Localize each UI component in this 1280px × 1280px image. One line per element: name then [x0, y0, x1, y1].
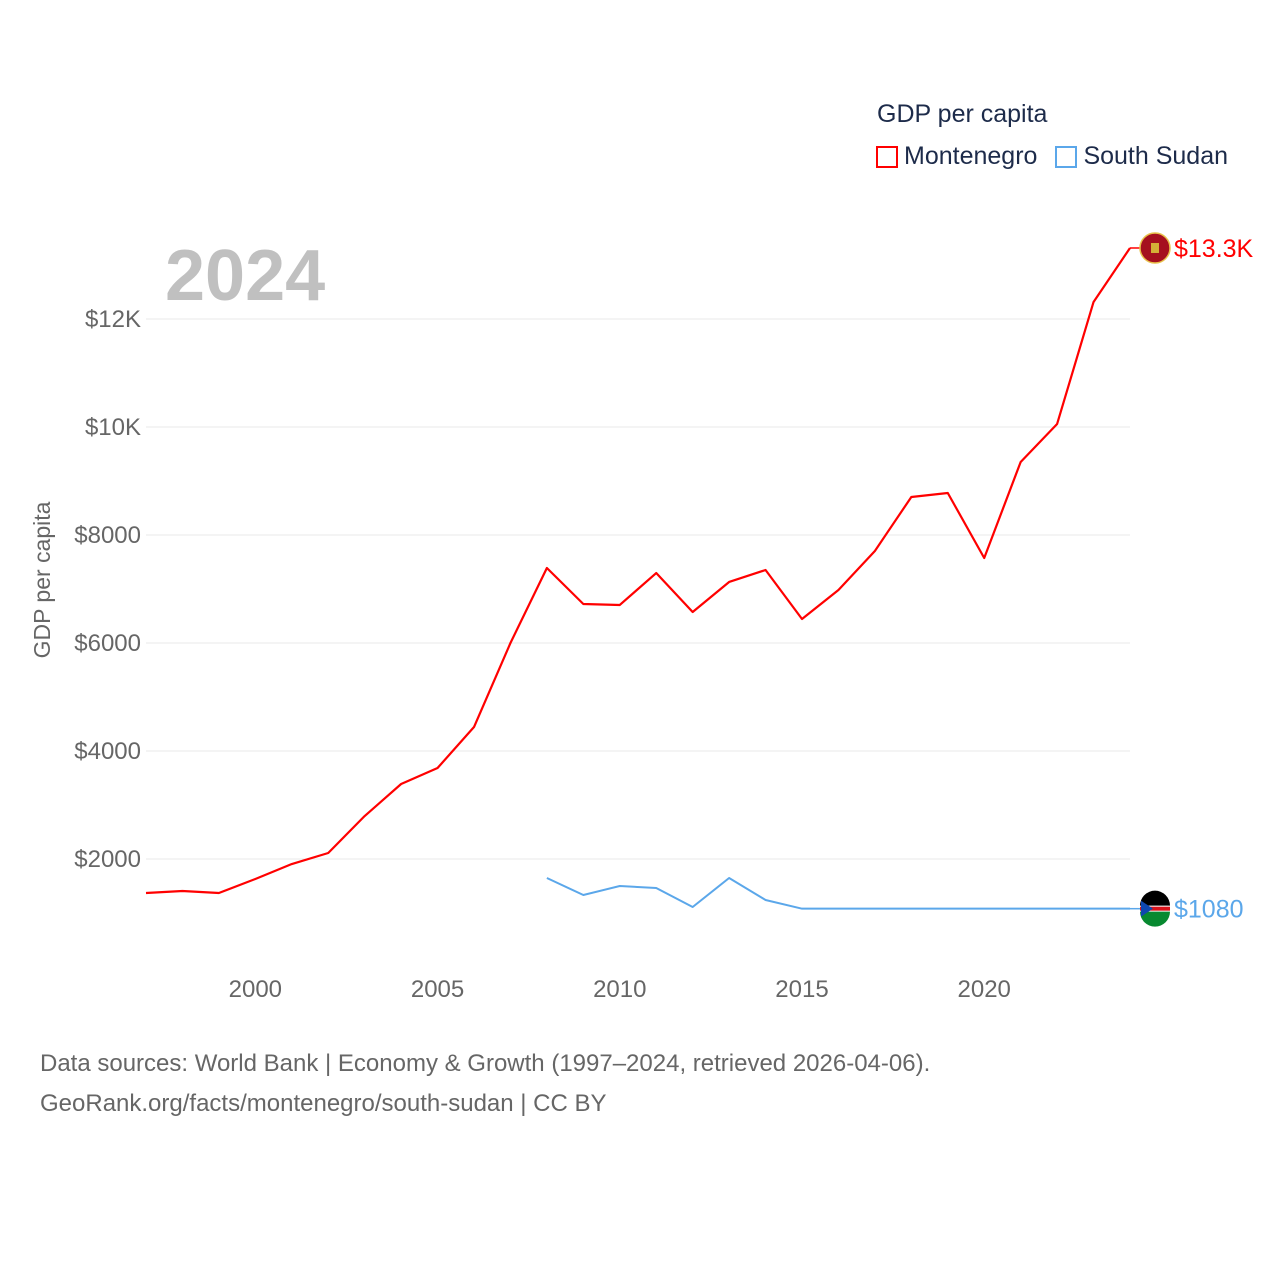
x-tick-label: 2005: [411, 976, 464, 1003]
series-line-south-sudan: [546, 877, 1130, 910]
url-text: GeoRank.org/facts/montenegro/south-sudan…: [40, 1090, 607, 1117]
x-tick-label: 2020: [958, 976, 1011, 1003]
y-tick-label: $6000: [74, 630, 141, 657]
legend-item-montenegro[interactable]: Montenegro: [876, 142, 1037, 171]
legend-title: GDP per capita: [877, 100, 1048, 128]
legend-label: Montenegro: [904, 142, 1038, 170]
x-tick-label: 2000: [229, 976, 282, 1003]
series-line-montenegro: [145, 247, 1131, 895]
flag-band: [1140, 906, 1170, 911]
y-tick-label: $2000: [74, 846, 141, 873]
y-tick-label: $4000: [74, 738, 141, 765]
source-text: Data sources: World Bank | Economy & Gro…: [40, 1050, 931, 1077]
flag-emblem: [1151, 242, 1159, 253]
legend-swatch: [876, 145, 898, 168]
flag-band: [1140, 890, 1170, 906]
legend-item-south-sudan[interactable]: South Sudan: [1055, 142, 1228, 171]
legend-label: South Sudan: [1083, 142, 1229, 170]
x-tick-label: 2010: [593, 976, 646, 1003]
flag-band: [1140, 911, 1170, 927]
year-label: 2024: [165, 236, 325, 316]
y-tick-label: $10K: [85, 414, 141, 441]
y-tick-label: $8000: [74, 522, 141, 549]
legend: Montenegro South Sudan: [876, 142, 1228, 171]
x-tick-label: 2015: [775, 976, 828, 1003]
end-label: $1080: [1174, 896, 1244, 924]
flag-triangle: [1141, 900, 1153, 917]
end-label: $13.3K: [1174, 235, 1254, 263]
footer: Data sources: World Bank | Economy & Gro…: [40, 1044, 930, 1124]
legend-swatch: [1055, 145, 1078, 168]
y-axis-label: GDP per capita: [29, 501, 55, 658]
y-tick-label: $12K: [85, 306, 141, 333]
